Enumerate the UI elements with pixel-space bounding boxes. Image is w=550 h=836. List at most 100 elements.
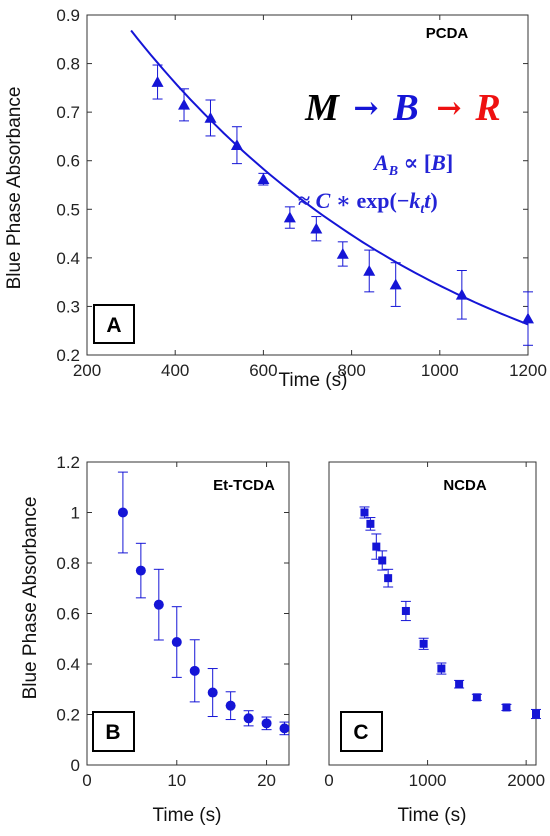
reaction-arrow-2: →	[436, 91, 461, 126]
reaction-r: R	[474, 87, 500, 129]
eq-close-1: ]	[446, 150, 453, 175]
panel-b-data-point	[135, 565, 146, 576]
panel-a-xlabel: Time (s)	[279, 370, 348, 391]
eq-approx: ≈	[298, 188, 316, 213]
panel-b-data-point	[243, 713, 254, 724]
panel-a-ytick-label: 0.9	[56, 6, 80, 25]
panel-c: 0 1000 2000 NCDA Time (s) C	[324, 461, 545, 826]
panel-b-ytick-label: 1	[71, 504, 80, 523]
panel-b-data-point	[171, 637, 182, 648]
panel-b-data-point	[279, 723, 290, 734]
eq-a-sub: B	[388, 164, 398, 179]
panel-b-ytick-label: 1.2	[56, 453, 80, 472]
panel-a-data-point	[310, 222, 323, 234]
panel-a-data-point	[455, 288, 468, 300]
panel-c-plot: 0 1000 2000	[324, 461, 545, 790]
panel-c-data-point	[401, 606, 410, 615]
panel-b-ytick-label: 0.8	[56, 554, 80, 573]
panel-a-data-point	[336, 247, 349, 259]
panel-c-series-label: NCDA	[443, 477, 486, 494]
panel-a-frame	[86, 14, 529, 356]
eq-c: C	[316, 188, 331, 213]
panel-a-data-point	[230, 139, 243, 150]
eq-a: A	[372, 150, 389, 175]
panel-a-fit-curve	[130, 29, 529, 326]
reaction-b: B	[392, 87, 418, 129]
panel-a-data-point	[151, 76, 164, 87]
panel-a: 200 400 600 800 1000 1200 0.2 0.3 0.4 0.5 0.6 0.7 0.…	[4, 6, 547, 391]
panel-b-data-point	[261, 718, 272, 729]
panel-a-data-point	[522, 312, 534, 324]
panel-a-label: A	[106, 314, 121, 337]
panel-b-label: B	[105, 721, 120, 744]
eq-exp: ∗ exp(−	[330, 188, 409, 213]
panel-a-xtick-label: 600	[249, 361, 277, 380]
panel-a-series-label: PCDA	[426, 25, 469, 42]
panel-a-ylabel: Blue Phase Absorbance	[4, 87, 25, 290]
panel-b-xtick-label: 20	[257, 771, 276, 790]
panel-a-ytick-label: 0.6	[56, 152, 80, 171]
panel-c-frame	[328, 461, 537, 766]
panel-c-label-box	[340, 711, 383, 752]
panel-a-label-box	[93, 304, 135, 344]
panel-a-ytick-label: 0.7	[56, 103, 80, 122]
equation-line-1: AB ∝ [B]	[372, 150, 453, 179]
panel-c-data-point	[372, 542, 381, 551]
panel-c-data-point	[502, 703, 511, 712]
panel-a-data-point	[389, 278, 402, 290]
panel-b-ytick-label: 0.2	[56, 706, 80, 725]
panel-a-data-point	[257, 173, 270, 184]
panel-b-data-point	[225, 700, 236, 711]
panel-c-xtick-label: 2000	[507, 771, 545, 790]
eq-propto: ∝ [	[398, 150, 431, 175]
reaction-arrow-1: →	[353, 91, 378, 126]
reaction-m: M	[304, 87, 340, 129]
panel-a-ytick-label: 0.4	[56, 249, 80, 268]
panel-b-plot: 0 10 20 0 0.2 0.4 0.6 0.8 1 1.2	[56, 453, 290, 790]
panel-b-data-point	[153, 599, 164, 610]
panel-a-ytick-label: 0.5	[56, 200, 80, 219]
panel-c-data-point	[384, 574, 393, 583]
panel-a-xtick-label: 1000	[421, 361, 459, 380]
panel-c-data-point	[419, 639, 428, 648]
panel-c-data-point	[437, 664, 446, 673]
panel-a-data-point	[204, 111, 217, 123]
panel-c-data-point	[366, 519, 375, 528]
panel-c-xlabel: Time (s)	[398, 805, 467, 826]
eq-t: t	[424, 188, 431, 213]
panel-c-data-point	[360, 508, 369, 517]
panel-c-data-point	[455, 680, 464, 689]
panel-b-ylabel: Blue Phase Absorbance	[20, 497, 41, 700]
panel-a-data-point	[283, 211, 296, 223]
panel-a-xtick-label: 400	[161, 361, 189, 380]
panel-c-xtick-label: 0	[324, 771, 333, 790]
panel-c-data-point	[472, 693, 481, 702]
panel-b-label-box	[92, 711, 135, 752]
panel-a-xtick-label: 1200	[509, 361, 547, 380]
eq-b: B	[430, 150, 446, 175]
panel-c-xtick-label: 1000	[409, 771, 447, 790]
panel-b-ytick-label: 0.4	[56, 655, 80, 674]
panel-c-data-point	[378, 556, 387, 565]
equation-line-2: ≈ C ∗ exp(−ktt)	[298, 188, 438, 217]
panel-b-ytick-label: 0.6	[56, 605, 80, 624]
panel-b-data-point	[207, 687, 218, 698]
panel-a-ytick-label: 0.8	[56, 55, 80, 74]
panel-b-data-point	[189, 665, 200, 676]
panel-c-label: C	[353, 721, 368, 744]
panel-b: 0 10 20 0 0.2 0.4 0.6 0.8 1 1.2 Et-TCDA Blue Phas…	[20, 453, 290, 826]
panel-a-data-point	[363, 264, 376, 276]
eq-k-sub: t	[420, 202, 425, 217]
panel-b-xlabel: Time (s)	[153, 805, 222, 826]
panel-a-ytick-label: 0.3	[56, 297, 80, 316]
eq-k: k	[409, 188, 420, 213]
panel-b-xtick-label: 0	[82, 771, 91, 790]
panel-a-xtick-label: 800	[337, 361, 365, 380]
panel-a-xtick-label: 200	[73, 361, 101, 380]
eq-close-2: )	[430, 188, 437, 213]
panel-c-data-point	[532, 709, 540, 718]
panel-b-xtick-label: 10	[167, 771, 186, 790]
panel-a-plot: 200 400 600 800 1000 1200 0.2 0.3 0.4 0.5 0.6 0.7 0.…	[56, 6, 547, 380]
panel-a-ytick-label: 0.2	[56, 346, 80, 365]
panel-b-series-label: Et-TCDA	[213, 477, 275, 494]
